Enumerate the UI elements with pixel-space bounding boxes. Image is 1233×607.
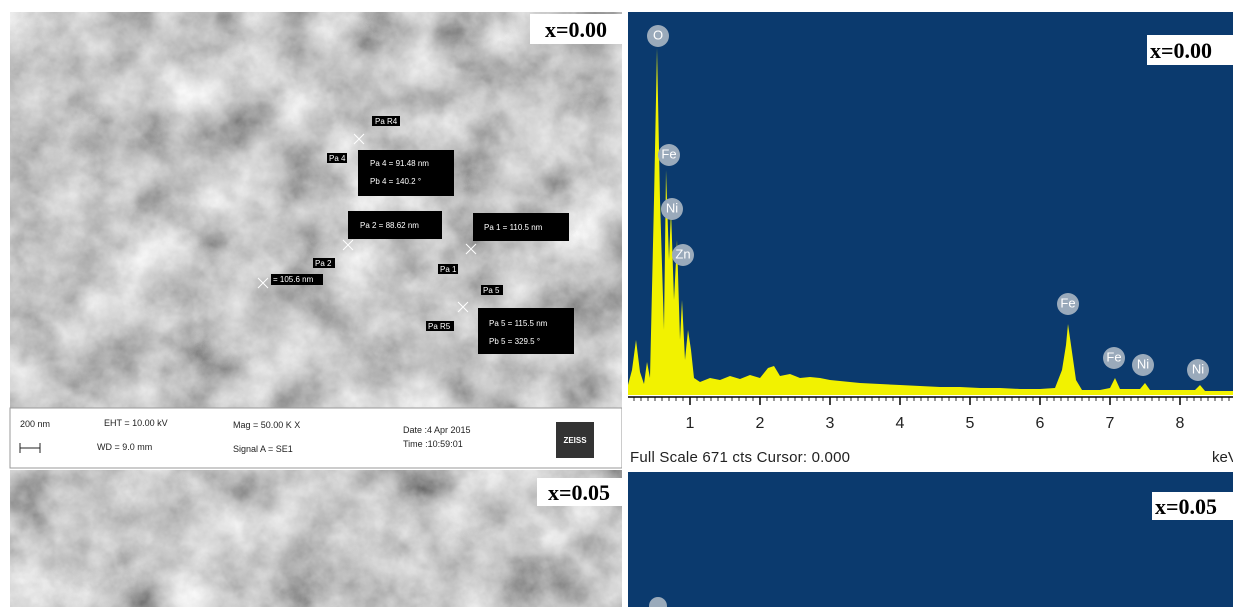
panel-label: x=0.00	[1150, 38, 1212, 63]
meas-box	[358, 150, 454, 196]
info-text: WD = 9.0 mm	[97, 442, 152, 452]
tick-label: 3	[826, 415, 835, 432]
info-text: Date :4 Apr 2015	[403, 425, 471, 435]
panel-label: x=0.00	[545, 17, 607, 42]
eds-plot	[628, 12, 1233, 395]
meas-label: Pa 4	[329, 154, 346, 163]
info-text: Time :10:59:01	[403, 439, 463, 449]
meas-label: Pa 1 = 110.5 nm	[484, 223, 543, 232]
tick-label: 2	[756, 415, 765, 432]
tick-label: 6	[1036, 415, 1045, 432]
element-label: Fe	[1106, 349, 1121, 364]
element-label: O	[653, 27, 663, 42]
tick-label: 4	[896, 415, 905, 432]
tick-label: 1	[686, 415, 695, 432]
meas-label: Pa 5	[483, 286, 500, 295]
info-text: EHT = 10.00 kV	[104, 418, 168, 428]
meas-label: Pa 2	[315, 259, 332, 268]
element-label: Ni	[1192, 361, 1204, 376]
meas-label: Pa 5 = 115.5 nm	[489, 319, 548, 328]
meas-label: Pa R4	[375, 117, 398, 126]
scale-text: 200 nm	[20, 419, 50, 429]
tick-label: 8	[1176, 415, 1185, 432]
element-label: Fe	[661, 146, 676, 161]
element-label: Zn	[675, 246, 690, 261]
element-label: Fe	[1060, 295, 1075, 310]
figure: x=0.00 Pa R4 Pa 4 Pa 4 = 91.48 nm Pb 4 =…	[0, 0, 1233, 607]
panel-label: x=0.05	[548, 480, 610, 505]
meas-label: Pa 2 = 88.62 nm	[360, 221, 419, 230]
info-text: Signal A = SE1	[233, 444, 293, 454]
eds-plot	[628, 472, 1233, 607]
meas-label: = 105.6 nm	[273, 275, 314, 284]
tick-label: 7	[1106, 415, 1115, 432]
meas-label: Pa R5	[428, 322, 451, 331]
info-text: Mag = 50.00 K X	[233, 420, 300, 430]
meas-label: Pb 5 = 329.5 °	[489, 337, 540, 346]
footer-text: Full Scale 671 cts Cursor: 0.000	[630, 449, 850, 466]
unit-text: keV	[1212, 449, 1233, 466]
logo-text: ZEISS	[563, 436, 587, 445]
meas-label: Pa 1	[440, 265, 457, 274]
element-label: Ni	[1137, 356, 1149, 371]
info-bar	[10, 408, 622, 468]
sem-image	[10, 470, 622, 607]
tick-label: 5	[966, 415, 975, 432]
element-label: Ni	[666, 200, 678, 215]
meas-label: Pa 4 = 91.48 nm	[370, 159, 429, 168]
meas-label: Pb 4 = 140.2 °	[370, 177, 421, 186]
panel-label: x=0.05	[1155, 494, 1217, 519]
meas-box	[478, 308, 574, 354]
